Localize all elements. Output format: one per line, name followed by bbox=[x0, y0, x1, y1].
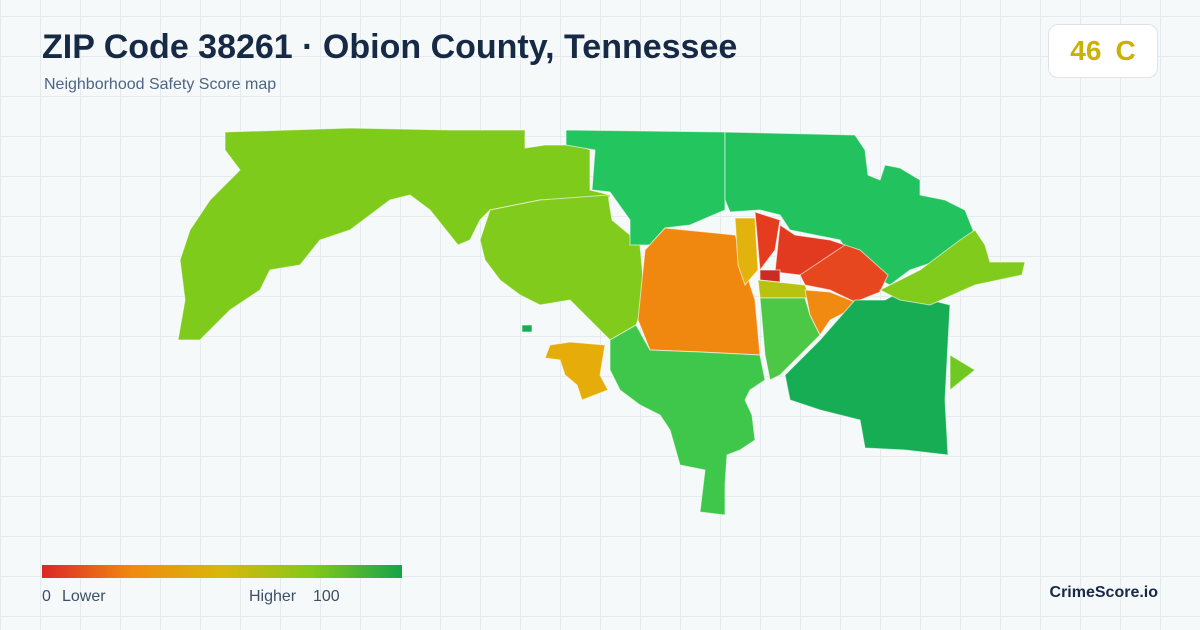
region bbox=[878, 229, 1026, 306]
region bbox=[804, 289, 856, 336]
legend-min-label: Lower bbox=[62, 588, 106, 605]
legend-min: 0 bbox=[42, 588, 51, 605]
brand: CrimeScore.io bbox=[1049, 584, 1158, 601]
region bbox=[799, 244, 889, 303]
legend-max: 100 bbox=[313, 588, 340, 605]
region bbox=[734, 217, 759, 286]
region bbox=[479, 194, 646, 341]
region bbox=[759, 297, 821, 381]
region bbox=[544, 341, 609, 401]
score-badge: 46 C bbox=[1048, 24, 1158, 78]
region bbox=[177, 127, 611, 341]
legend-max-label: Higher bbox=[249, 588, 297, 605]
region bbox=[949, 354, 976, 392]
region bbox=[609, 324, 766, 516]
score-grade: C bbox=[1115, 35, 1136, 66]
region bbox=[754, 211, 781, 272]
title: ZIP Code 38261 · Obion County, Tennessee bbox=[42, 28, 738, 66]
region bbox=[521, 324, 533, 333]
score-value: 46 bbox=[1070, 35, 1102, 66]
region bbox=[565, 129, 726, 246]
legend-gradient bbox=[42, 565, 402, 578]
region bbox=[757, 279, 811, 299]
subtitle: Neighborhood Safety Score map bbox=[44, 76, 277, 93]
